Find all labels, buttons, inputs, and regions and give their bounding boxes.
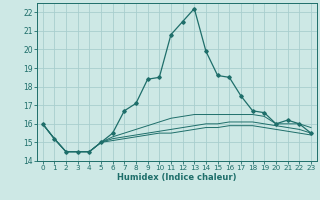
X-axis label: Humidex (Indice chaleur): Humidex (Indice chaleur) (117, 173, 236, 182)
